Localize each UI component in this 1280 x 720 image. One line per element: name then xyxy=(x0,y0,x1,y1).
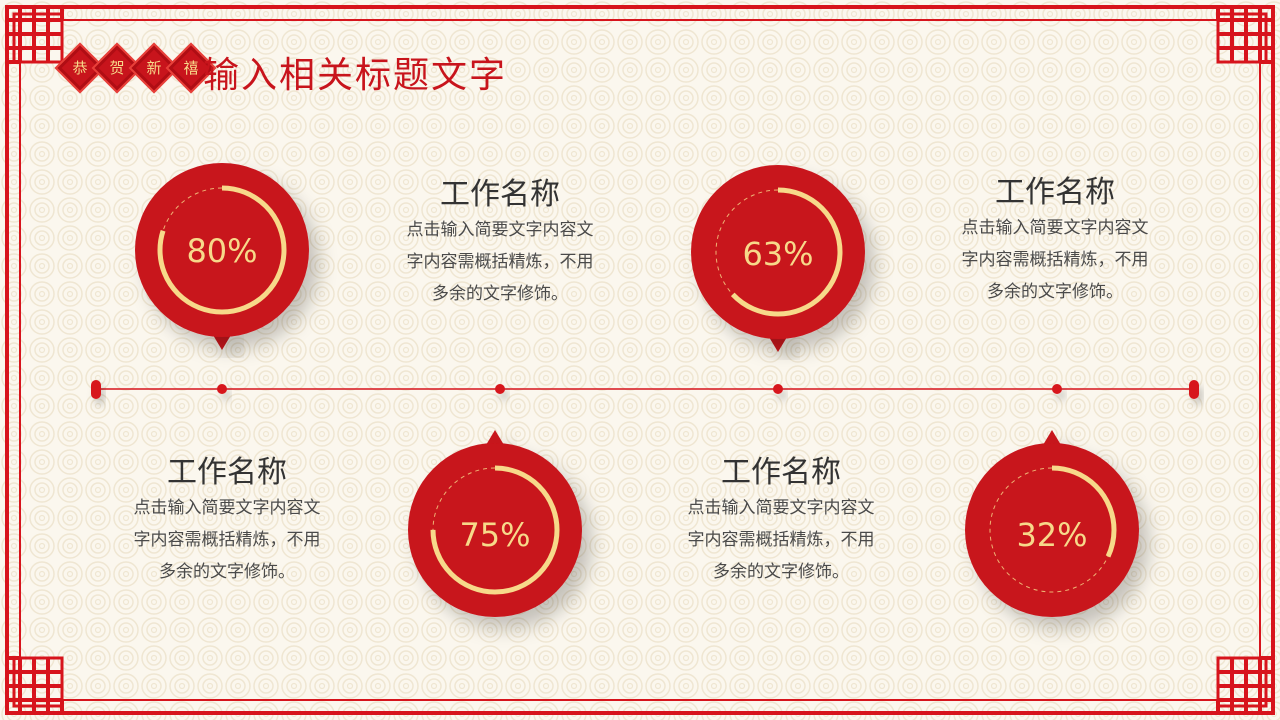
page-title: 输入相关标题文字 xyxy=(203,55,508,96)
timeline-dot xyxy=(495,384,505,394)
progress-arc xyxy=(987,465,1117,595)
item-desc-line: 字内容需概括精炼，不用 xyxy=(687,530,875,550)
item-desc-line: 点击输入简要文字内容文 xyxy=(406,220,594,240)
timeline-dot xyxy=(773,384,783,394)
percent-label: 75% xyxy=(459,516,531,554)
item-text-block: 工作名称 点击输入简要文字内容文 字内容需概括精炼，不用 多余的文字修饰。 xyxy=(112,454,342,588)
timeline-dot xyxy=(1052,384,1062,394)
item-desc-line: 点击输入简要文字内容文 xyxy=(133,498,321,518)
item-desc-line: 字内容需概括精炼，不用 xyxy=(406,252,594,272)
progress-pin xyxy=(691,165,865,352)
badge-char: 贺 xyxy=(109,59,125,77)
item-desc-line: 多余的文字修饰。 xyxy=(713,562,849,582)
progress-arc xyxy=(157,185,287,315)
timeline xyxy=(91,380,1199,399)
item-desc-line: 多余的文字修饰。 xyxy=(987,282,1123,302)
progress-pin xyxy=(135,163,309,350)
item-desc-line: 点击输入简要文字内容文 xyxy=(961,218,1149,238)
item-desc-line: 字内容需概括精炼，不用 xyxy=(961,250,1149,270)
progress-arc xyxy=(713,187,843,317)
timeline-start-cap xyxy=(91,380,101,399)
item-desc-line: 点击输入简要文字内容文 xyxy=(687,498,875,518)
item-text-block: 工作名称 点击输入简要文字内容文 字内容需概括精炼，不用 多余的文字修饰。 xyxy=(666,454,896,588)
item-text-block: 工作名称 点击输入简要文字内容文 字内容需概括精炼，不用 多余的文字修饰。 xyxy=(385,176,615,310)
badge-char: 禧 xyxy=(183,59,199,77)
progress-arc xyxy=(430,465,560,595)
item-text-block: 工作名称 点击输入简要文字内容文 字内容需概括精炼，不用 多余的文字修饰。 xyxy=(940,174,1170,308)
progress-pin xyxy=(408,430,582,617)
progress-pin xyxy=(965,430,1139,617)
timeline-dot xyxy=(217,384,227,394)
item-desc-line: 多余的文字修饰。 xyxy=(159,562,295,582)
percent-label: 80% xyxy=(186,232,258,270)
item-title: 工作名称 xyxy=(167,455,287,490)
badge-char: 恭 xyxy=(72,59,88,77)
percent-label: 32% xyxy=(1016,516,1088,554)
percent-label: 63% xyxy=(742,235,814,273)
item-desc-line: 字内容需概括精炼，不用 xyxy=(133,530,321,550)
timeline-end-cap xyxy=(1189,380,1199,399)
item-desc-line: 多余的文字修饰。 xyxy=(432,284,568,304)
item-title: 工作名称 xyxy=(721,455,841,490)
item-title: 工作名称 xyxy=(995,175,1115,210)
badge-char: 新 xyxy=(146,59,162,77)
item-title: 工作名称 xyxy=(440,177,560,212)
